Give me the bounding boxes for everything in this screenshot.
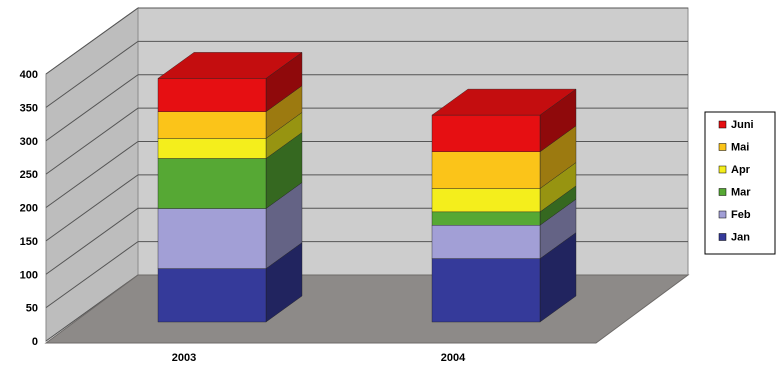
legend-swatch-feb (718, 210, 727, 219)
bar-segment-apr-2004 (431, 162, 577, 213)
bar-front-face (431, 211, 541, 226)
chart-floor (44, 274, 690, 344)
bar-front-face (431, 258, 541, 323)
side-gridline (45, 241, 139, 309)
legend-swatch-apr (718, 165, 727, 174)
y-tick-label: 200 (20, 203, 38, 215)
y-tick-label: 50 (26, 303, 38, 315)
legend-swatch-mai (718, 143, 727, 151)
bar-top-face (431, 88, 577, 116)
legend-box (704, 111, 776, 255)
bar-segment-juni-2004 (431, 88, 577, 153)
side-gridline (45, 174, 139, 242)
legend: Juni Mai Apr Mar Feb Jan (704, 111, 776, 255)
bar-front-face (157, 111, 267, 139)
y-tick-label: 0 (32, 336, 38, 348)
y-tick-label: 400 (20, 69, 38, 81)
legend-label-juni: Juni (731, 119, 754, 131)
x-category-label: 2004 (441, 352, 466, 364)
bar-top-face (157, 52, 303, 79)
bar-front-face (431, 225, 541, 259)
bar-front-face (157, 208, 267, 269)
legend-label-mar: Mar (731, 187, 751, 199)
y-tick-label: 350 (20, 102, 38, 114)
bar-group (157, 52, 577, 323)
side-gridline (45, 141, 139, 208)
bar-front-face (157, 158, 267, 209)
bar-segment-feb-2004 (431, 198, 577, 259)
legend-label-apr: Apr (731, 164, 751, 176)
side-gridline (45, 40, 139, 108)
bar-front-face (431, 151, 541, 189)
bar-front-face (157, 78, 267, 112)
y-tick-label: 150 (20, 236, 38, 248)
bar-segment-feb-2003 (157, 182, 303, 269)
y-tick-label: 300 (20, 136, 38, 148)
y-axis-tick-labels: 0 50 100 150 200 250 300 350 400 (20, 69, 38, 348)
x-category-label: 2003 (172, 352, 196, 364)
bar-front-face (431, 188, 541, 213)
y-tick-label: 100 (20, 269, 38, 281)
side-gridline (45, 207, 139, 275)
bar-front-face (157, 268, 267, 323)
bar-front-face (157, 138, 267, 159)
bar-segment-juni-2003 (157, 52, 303, 113)
bar-segment-jan-2004 (431, 232, 577, 323)
legend-label-jan: Jan (731, 232, 750, 244)
bar-segment-apr-2003 (157, 112, 303, 159)
x-axis-category-labels: 2003 2004 (172, 352, 466, 364)
legend-swatch-juni (718, 120, 727, 129)
bar-segment-mar-2004 (431, 185, 577, 226)
legend-swatch-mar (718, 188, 727, 196)
legend-swatch-jan (718, 233, 727, 241)
bar-front-face (431, 114, 541, 152)
floor-plane (44, 274, 690, 344)
y-tick-label: 250 (20, 169, 38, 181)
bar-segment-jan-2003 (157, 242, 303, 323)
side-gridline (45, 107, 139, 175)
side-gridline (45, 7, 139, 75)
legend-label-feb: Feb (731, 209, 751, 221)
legend-label-mai: Mai (731, 142, 749, 154)
bar-segment-mai-2003 (157, 85, 303, 139)
bar-segment-mai-2004 (431, 125, 577, 189)
side-gridline (45, 74, 139, 142)
